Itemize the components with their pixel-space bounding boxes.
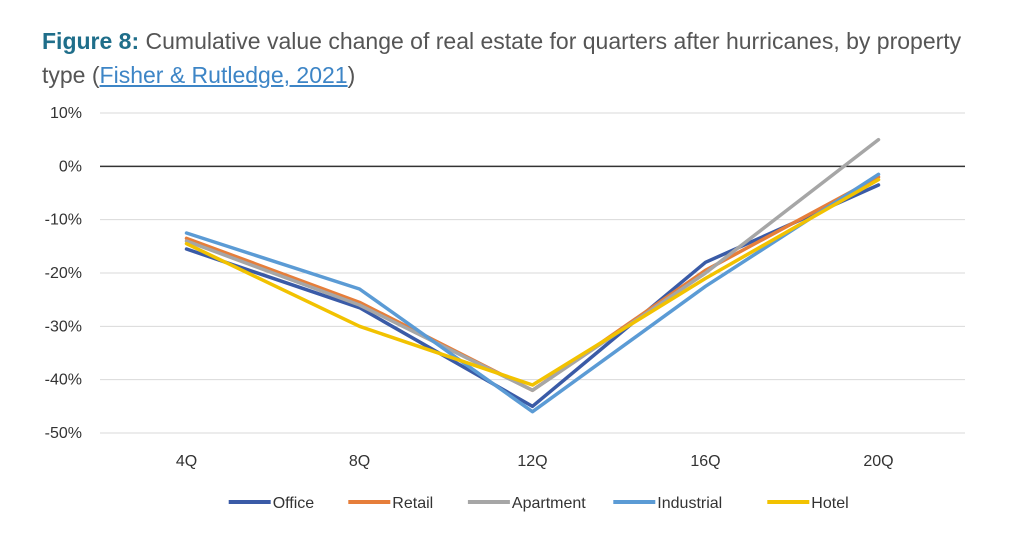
legend-label: Office xyxy=(273,495,315,512)
caption-text-end: ) xyxy=(347,62,356,88)
x-tick-label: 8Q xyxy=(349,453,370,470)
gridlines xyxy=(100,112,965,434)
y-tick-label: 10% xyxy=(50,105,82,122)
series-line-apartment xyxy=(184,137,881,393)
y-axis-ticks: 10% 0% -10% -20% -30% -40% -50% xyxy=(45,105,82,442)
figure-label: Figure 8: xyxy=(42,28,140,54)
x-tick-label: 20Q xyxy=(863,453,893,470)
legend-label: Retail xyxy=(392,495,433,512)
x-tick-label: 12Q xyxy=(517,453,547,470)
x-axis-ticks: 4Q 8Q 12Q 16Q 20Q xyxy=(176,453,894,470)
y-tick-label: -50% xyxy=(45,425,82,442)
y-tick-label: -10% xyxy=(45,212,82,229)
citation-link[interactable]: Fisher & Rutledge, 2021 xyxy=(99,62,348,88)
caption-text: Cumulative value change of real estate f… xyxy=(42,28,962,88)
series-line-hotel xyxy=(184,177,881,387)
series-line-office xyxy=(184,183,881,409)
legend-label: Hotel xyxy=(811,495,848,512)
x-tick-label: 4Q xyxy=(176,453,197,470)
x-tick-label: 16Q xyxy=(690,453,720,470)
y-tick-label: -30% xyxy=(45,318,82,335)
legend: Office Retail Apartment Industrial Hotel xyxy=(228,495,849,512)
legend-label: Industrial xyxy=(657,495,722,512)
figure-caption: Figure 8: Cumulative value change of rea… xyxy=(42,24,1002,92)
y-tick-label: -20% xyxy=(45,265,82,282)
series-line-industrial xyxy=(184,172,881,414)
y-tick-label: -40% xyxy=(45,372,82,389)
y-tick-label: 0% xyxy=(59,158,82,175)
legend-label: Apartment xyxy=(512,495,586,512)
series-lines xyxy=(184,137,881,414)
